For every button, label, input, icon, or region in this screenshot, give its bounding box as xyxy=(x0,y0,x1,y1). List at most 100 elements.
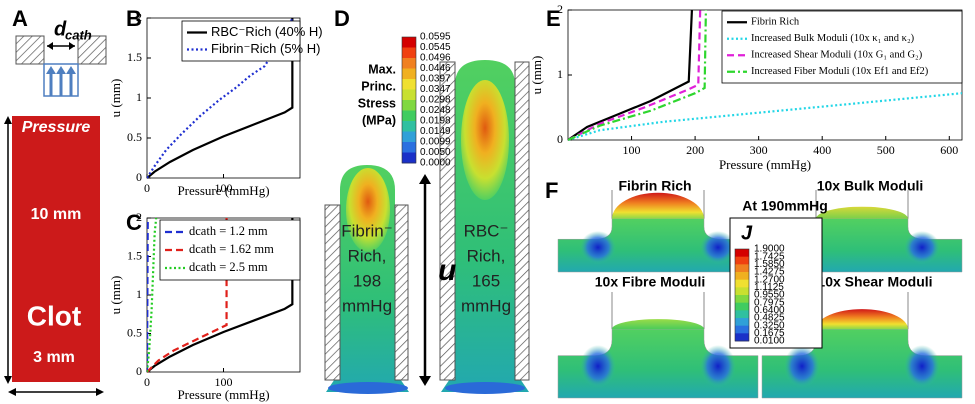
y-tick-label: 0 xyxy=(136,170,142,184)
y-tick-label: 1.5 xyxy=(127,248,142,262)
fe-strain xyxy=(784,345,820,387)
legend-label: Increased Bulk Moduli (10x κ₁ and κ₂) xyxy=(751,33,915,44)
colorbar-band xyxy=(402,132,416,143)
panel-label: A xyxy=(12,6,28,31)
y-axis-label: u (mm) xyxy=(108,276,123,315)
fe-dome xyxy=(816,309,908,329)
colorbar-title: (MPa) xyxy=(362,113,396,127)
panel-label: F xyxy=(545,178,558,203)
colorbar-band xyxy=(735,326,749,334)
colorbar-label: 0.0100 xyxy=(754,336,785,347)
clot-label: RBC⁻ xyxy=(464,221,509,240)
x-tick-label: 0 xyxy=(144,181,150,195)
colorbar-band xyxy=(735,249,749,257)
colorbar-band xyxy=(735,303,749,311)
base-stress xyxy=(445,382,525,394)
colorbar-band xyxy=(735,287,749,295)
clot-label: Rich, xyxy=(467,246,506,265)
colorbar-label: 0.0397 xyxy=(420,74,451,85)
x-tick-label: 100 xyxy=(623,143,641,157)
colorbar-band xyxy=(735,310,749,318)
colorbar-title: J xyxy=(741,222,753,244)
colorbar-label: 0.0000 xyxy=(420,158,451,169)
legend-label: RBC⁻Rich (40% H) xyxy=(211,24,323,39)
y-tick-label: 0.5 xyxy=(127,325,142,339)
x-axis-label: Pressure (mmHg) xyxy=(719,157,811,172)
colorbar-band xyxy=(402,48,416,59)
y-tick-label: 1 xyxy=(557,67,563,81)
fe-strain xyxy=(580,345,616,387)
colorbar-band xyxy=(735,264,749,272)
y-tick-label: 0.5 xyxy=(127,130,142,144)
colorbar-label: 0.0347 xyxy=(420,84,451,95)
colorbar-title: Princ. xyxy=(361,79,396,93)
catheter-wall xyxy=(16,36,44,64)
x-axis-label: Pressure (mmHg) xyxy=(177,387,269,402)
colorbar-band xyxy=(735,318,749,326)
colorbar-band xyxy=(735,333,749,341)
colorbar-band xyxy=(735,257,749,265)
x-axis-label: Pressure (mmHg) xyxy=(177,183,269,198)
colorbar-band xyxy=(402,121,416,132)
case-title: Fibrin Rich xyxy=(618,178,691,194)
fe-dome xyxy=(612,319,704,329)
colorbar-band xyxy=(402,111,416,122)
width-label: 3 mm xyxy=(33,349,75,366)
panel-label: D xyxy=(334,6,350,31)
colorbar-band xyxy=(402,153,416,164)
y-axis-label: u (mm) xyxy=(529,56,544,95)
clot-label: Clot xyxy=(27,300,81,331)
y-tick-label: 2 xyxy=(136,210,142,224)
x-tick-label: 500 xyxy=(877,143,895,157)
clot-label: mmHg xyxy=(461,296,511,315)
clot-label: 198 xyxy=(353,271,381,290)
catheter-subscript: cath xyxy=(65,27,92,42)
colorbar-band xyxy=(402,37,416,48)
colorbar-band xyxy=(402,90,416,101)
colorbar-label: 0.0496 xyxy=(420,53,451,64)
colorbar-label: 0.0545 xyxy=(420,42,451,53)
figure: A d cath Pressure 10 mm Clot 3 mm D xyxy=(0,0,975,404)
vessel-wall xyxy=(515,62,529,380)
fe-strain xyxy=(700,345,736,387)
fe-strain xyxy=(904,345,940,387)
y-tick-label: 2 xyxy=(557,2,563,16)
colorbar-band xyxy=(402,142,416,153)
length-label: 10 mm xyxy=(31,206,82,223)
colorbar-label: 0.0149 xyxy=(420,126,451,137)
colorbar-label: 0.0248 xyxy=(420,105,451,116)
y-tick-label: 1.5 xyxy=(127,50,142,64)
legend-label: dcath = 1.2 mm xyxy=(189,224,268,238)
colorbar-band xyxy=(402,100,416,111)
y-tick-label: 2 xyxy=(136,10,142,24)
x-tick-label: 200 xyxy=(686,143,704,157)
case-title: 10x Bulk Moduli xyxy=(817,178,924,194)
legend-label: dcath = 1.62 mm xyxy=(189,242,274,256)
colorbar-label: 0.0050 xyxy=(420,147,451,158)
clot-label: mmHg xyxy=(342,296,392,315)
colorbar-band xyxy=(735,272,749,280)
x-tick-label: 300 xyxy=(750,143,768,157)
x-tick-label: 0 xyxy=(144,375,150,389)
clot-label: Rich, xyxy=(348,246,387,265)
stress-region xyxy=(461,80,509,200)
colorbar-label: 0.0298 xyxy=(420,95,451,106)
clot xyxy=(12,116,100,382)
clot-label: Fibrin⁻ xyxy=(341,221,392,240)
colorbar-title: Max. xyxy=(368,62,396,76)
chart: B00.511.520100Pressure (mmHg)u (mm)RBC⁻R… xyxy=(108,6,323,198)
clot-label: 165 xyxy=(472,271,500,290)
y-tick-label: 1 xyxy=(136,90,142,104)
y-tick-label: 0 xyxy=(136,364,142,378)
colorbar-band xyxy=(735,280,749,288)
colorbar-title: Stress xyxy=(358,96,396,110)
displacement-label: u xyxy=(438,254,456,287)
x-tick-label: 400 xyxy=(813,143,831,157)
y-axis-label: u (mm) xyxy=(108,79,123,118)
legend-label: Increased Shear Moduli (10x G₁ and G₂) xyxy=(751,50,923,61)
panel-a: A d cath Pressure 10 mm Clot 3 mm xyxy=(4,6,106,396)
colorbar-label: 0.0099 xyxy=(420,137,451,148)
base-stress xyxy=(328,382,408,394)
subtitle: At 190mmHg xyxy=(742,198,828,214)
